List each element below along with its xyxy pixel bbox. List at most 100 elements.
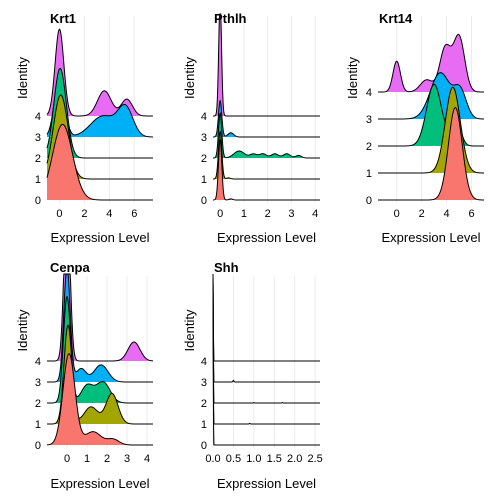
- ridge-outline-0: [212, 138, 320, 201]
- panel-shh: 4 3 2 1 00.0 0.5 1.0 1.5 2.0 2.5 Shh Expression Lev…: [182, 260, 323, 491]
- ridge-fill-4: [378, 34, 484, 92]
- identity-label-4: 4: [201, 111, 207, 123]
- identity-label-0: 0: [201, 195, 207, 207]
- ridge-outline-0: [378, 107, 485, 201]
- ridge-outline-4: [47, 273, 154, 362]
- x-tick-label: 2: [81, 208, 87, 220]
- ridge-fill-0: [47, 124, 153, 200]
- identity-label-2: 2: [366, 141, 372, 153]
- panel-cenpa: 4 3 2 1 0 0 1 2 3 4 Cenpa Expression Level Identity: [15, 260, 154, 491]
- panel-title: Krt1: [50, 11, 76, 26]
- ridge-outline-2: [46, 67, 153, 159]
- x-tick-label: 2: [265, 208, 271, 220]
- identity-label-0: 0: [201, 440, 207, 452]
- identity-label-3: 3: [201, 377, 207, 389]
- ridge-outline-4: [46, 28, 153, 117]
- x-axis-label: Expression Level: [382, 230, 481, 245]
- x-axis-label: Expression Level: [51, 230, 150, 245]
- ridge-fill-0: [378, 107, 484, 200]
- identity-label-0: 0: [366, 195, 372, 207]
- identity-label-2: 2: [35, 153, 41, 165]
- ridge-outline-2: [47, 296, 153, 404]
- identity-label-0: 0: [35, 195, 41, 207]
- x-tick-label: 3: [288, 208, 294, 220]
- x-tick-label: 4: [144, 453, 150, 465]
- x-tick-label: 2: [419, 208, 425, 220]
- y-axis-label: Identity: [182, 309, 197, 351]
- ridge-fill-3: [47, 75, 153, 137]
- ridge-fill-3: [213, 274, 320, 382]
- x-tick-label: 0: [217, 208, 223, 220]
- panel-krt14: 4 3 2 1 0 0 2 4 6 Krt14 Expression Level Identity: [345, 11, 485, 245]
- ridge-fill-0: [213, 280, 320, 445]
- identity-label-2: 2: [35, 398, 41, 410]
- ridge-outline-2: [212, 112, 320, 159]
- identity-label-1: 1: [35, 174, 41, 186]
- y-axis-label: Identity: [15, 57, 30, 99]
- ridge-fill-0: [213, 140, 320, 200]
- identity-label-1: 1: [201, 419, 207, 431]
- ridge-outline-2: [212, 273, 320, 404]
- ridge-outline-0: [212, 279, 320, 446]
- x-tick-label: 6: [131, 208, 137, 220]
- x-tick-label: 0: [64, 453, 70, 465]
- panel-title: Pthlh: [214, 11, 247, 26]
- ridge-fill-2: [213, 274, 320, 403]
- x-tick-label: 1.5: [267, 453, 282, 465]
- ridge-outline-3: [212, 273, 320, 383]
- identity-label-1: 1: [366, 168, 372, 180]
- identity-label-1: 1: [35, 419, 41, 431]
- x-tick-label: 0: [56, 208, 62, 220]
- x-tick-label: 0.5: [226, 453, 241, 465]
- ridge-outline-4: [378, 33, 484, 93]
- ridge-fill-4: [213, 14, 320, 116]
- ridge-outline-1: [47, 324, 153, 425]
- identity-label-4: 4: [35, 356, 41, 368]
- y-axis-label: Identity: [15, 309, 30, 351]
- panel-pthlh: 4 3 2 1 00 1 2 3 4 Pthlh Expression Level Identity: [182, 11, 320, 245]
- x-axis-label: Expression Level: [51, 476, 150, 491]
- ridge-outline-1: [378, 86, 485, 174]
- identity-label-2: 2: [201, 153, 207, 165]
- ridge-outline-0: [46, 353, 153, 446]
- y-axis-label: Identity: [345, 57, 360, 99]
- x-tick-label: 0: [394, 208, 400, 220]
- x-tick-label: 1: [84, 453, 90, 465]
- panel-title: Shh: [214, 260, 239, 275]
- x-axis-label: Expression Level: [217, 230, 316, 245]
- ridge-outline-3: [212, 99, 320, 138]
- identity-label-1: 1: [201, 174, 207, 186]
- ridge-fill-1: [213, 274, 320, 424]
- identity-label-2: 2: [201, 398, 207, 410]
- x-tick-label: 6: [468, 208, 474, 220]
- identity-label-4: 4: [201, 356, 207, 368]
- ridge-outline-4: [212, 273, 320, 362]
- x-tick-label: 2.5: [307, 453, 322, 465]
- ridge-outline-0: [46, 123, 153, 201]
- x-tick-label: 1: [241, 208, 247, 220]
- ridge-outline-1: [212, 130, 320, 180]
- panel-title: Krt14: [379, 11, 413, 26]
- ridge-fill-4: [213, 274, 320, 361]
- ridge-outline-1: [46, 94, 153, 180]
- identity-label-3: 3: [35, 377, 41, 389]
- x-tick-label: 1.0: [246, 453, 261, 465]
- identity-label-3: 3: [35, 132, 41, 144]
- identity-label-3: 3: [201, 132, 207, 144]
- ridge-outline-4: [213, 13, 320, 117]
- x-tick-label: 2.0: [287, 453, 302, 465]
- x-axis-label: Expression Level: [217, 476, 316, 491]
- ridge-fill-3: [213, 100, 320, 137]
- y-axis-label: Identity: [182, 57, 197, 99]
- panel-title: Cenpa: [50, 260, 91, 275]
- ridge-outline-2: [378, 83, 484, 147]
- identity-label-4: 4: [366, 87, 372, 99]
- x-tick-label: 4: [106, 208, 112, 220]
- identity-label-4: 4: [35, 111, 41, 123]
- ridge-outline-3: [47, 273, 153, 383]
- x-tick-label: 4: [444, 208, 450, 220]
- identity-label-3: 3: [366, 114, 372, 126]
- x-tick-label: 2: [104, 453, 110, 465]
- x-tick-label: 4: [312, 208, 318, 220]
